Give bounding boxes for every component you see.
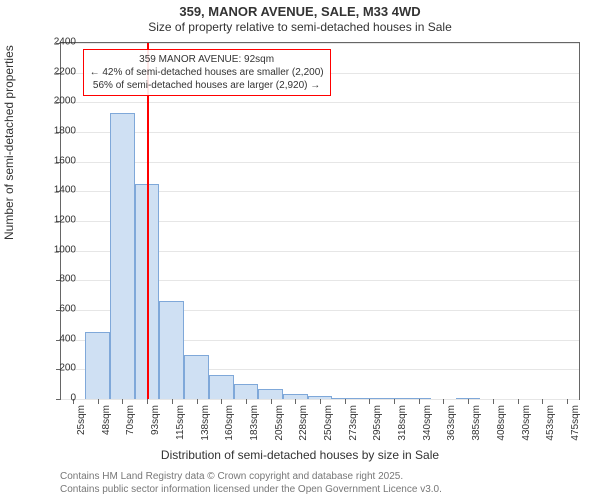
histogram-bar [258, 389, 283, 399]
xtick-mark [518, 399, 519, 404]
xtick-mark [197, 399, 198, 404]
ytick-label: 1200 [36, 215, 76, 226]
annotation-box: 359 MANOR AVENUE: 92sqm← 42% of semi-det… [83, 49, 331, 96]
ytick-label: 1600 [36, 155, 76, 166]
y-axis-label: Number of semi-detached properties [2, 45, 16, 240]
xtick-mark [246, 399, 247, 404]
xtick-mark [394, 399, 395, 404]
ytick-label: 0 [36, 393, 76, 404]
ytick-label: 1000 [36, 244, 76, 255]
ytick-label: 800 [36, 274, 76, 285]
xtick-mark [172, 399, 173, 404]
annotation-line: ← 42% of semi-detached houses are smalle… [90, 66, 324, 79]
ytick-label: 2200 [36, 66, 76, 77]
histogram-bar [85, 332, 110, 399]
plot-area: 359 MANOR AVENUE: 92sqm← 42% of semi-det… [60, 42, 580, 400]
xtick-mark [98, 399, 99, 404]
ytick-label: 2400 [36, 37, 76, 48]
xtick-mark [271, 399, 272, 404]
xtick-mark [542, 399, 543, 404]
xtick-mark [419, 399, 420, 404]
property-marker-line [147, 43, 149, 399]
ytick-label: 1800 [36, 126, 76, 137]
xtick-mark [567, 399, 568, 404]
xtick-mark [468, 399, 469, 404]
ytick-label: 400 [36, 333, 76, 344]
xtick-mark [221, 399, 222, 404]
histogram-bar [159, 301, 184, 399]
ytick-label: 2000 [36, 96, 76, 107]
annotation-line: 56% of semi-detached houses are larger (… [90, 79, 324, 92]
chart-title: 359, MANOR AVENUE, SALE, M33 4WD [0, 4, 600, 19]
histogram-bar [234, 384, 259, 399]
gridline [61, 132, 579, 133]
histogram-bar [209, 375, 234, 399]
xtick-mark [122, 399, 123, 404]
xtick-mark [493, 399, 494, 404]
x-axis-label: Distribution of semi-detached houses by … [0, 448, 600, 462]
xtick-mark [369, 399, 370, 404]
histogram-bar [184, 355, 209, 400]
gridline [61, 162, 579, 163]
xtick-mark [320, 399, 321, 404]
annotation-line: 359 MANOR AVENUE: 92sqm [90, 53, 324, 66]
ytick-label: 200 [36, 363, 76, 374]
chart-container: 359, MANOR AVENUE, SALE, M33 4WD Size of… [0, 0, 600, 500]
xtick-mark [295, 399, 296, 404]
gridline [61, 43, 579, 44]
gridline [61, 102, 579, 103]
histogram-bar [110, 113, 135, 399]
chart-subtitle: Size of property relative to semi-detach… [0, 20, 600, 34]
ytick-label: 600 [36, 304, 76, 315]
xtick-mark [443, 399, 444, 404]
ytick-label: 1400 [36, 185, 76, 196]
xtick-mark [345, 399, 346, 404]
xtick-mark [147, 399, 148, 404]
attribution-line1: Contains HM Land Registry data © Crown c… [60, 470, 442, 483]
attribution-line2: Contains public sector information licen… [60, 483, 442, 496]
attribution: Contains HM Land Registry data © Crown c… [60, 470, 442, 496]
